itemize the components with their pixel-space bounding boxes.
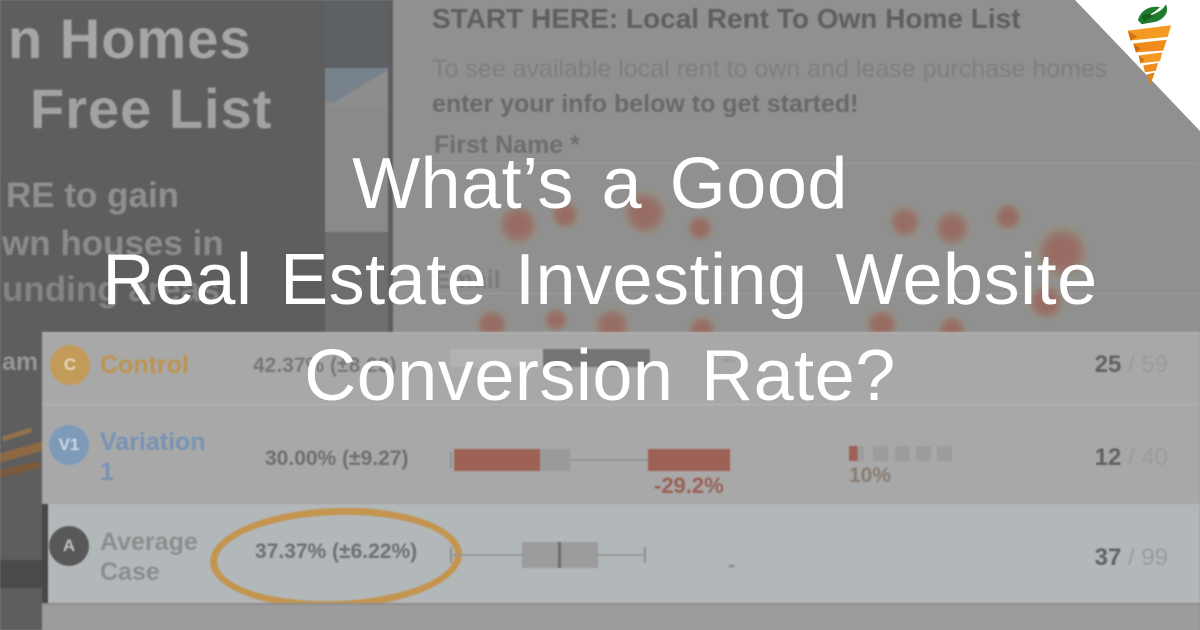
heatmap-blob <box>623 191 667 235</box>
whisker-line <box>570 459 648 461</box>
row-name-control: Control <box>100 351 189 379</box>
title-line-1: What’s a Good <box>352 144 848 224</box>
row-divider <box>42 404 1200 405</box>
dark-corner-block <box>0 560 43 588</box>
heatmap-blob <box>476 309 508 332</box>
heatmap-blob <box>551 201 579 229</box>
house-roof-shape <box>325 70 388 108</box>
email-field-label: Email <box>434 266 501 294</box>
active-row-indicator <box>42 504 48 603</box>
loss-bar <box>648 449 730 471</box>
whisker-tick <box>450 547 452 563</box>
table-bottom-strip <box>42 603 1200 630</box>
confidence-interval-bar <box>450 349 543 367</box>
variation-badge: V1 <box>49 425 89 465</box>
input-field-line <box>432 293 1200 294</box>
left-site-text: RE to gain <box>6 176 180 215</box>
confidence-interval-bar <box>543 349 650 367</box>
whisker-tick <box>644 547 646 563</box>
improvement-value: -29.2% <box>654 473 724 498</box>
heatmap-blob <box>687 215 713 241</box>
row-name-average: Average Case <box>100 528 198 586</box>
road-photo-streak <box>0 441 47 464</box>
left-site-headline: n Homes <box>8 7 252 70</box>
control-badge: C <box>50 345 90 385</box>
row-name-variation: Variation 1 <box>100 428 206 486</box>
chance-to-win-value: 10% <box>849 464 892 487</box>
chance-segment <box>873 446 888 461</box>
row-divider <box>42 504 1200 505</box>
form-screenshot: START HERE: Local Rent To Own Home List … <box>393 0 1200 332</box>
heatmap-blob <box>866 309 898 332</box>
empty-value-dash: - <box>728 552 736 577</box>
variation-conversion-rate: 30.00% (±9.27) <box>265 447 409 470</box>
control-conversions: 25 / 59 <box>1094 351 1168 378</box>
page-title: What’s a Good Real Estate Investing Webs… <box>0 136 1200 424</box>
highlighted-row-background <box>42 504 1200 603</box>
input-field-line <box>432 163 1200 164</box>
title-line-2: Real Estate Investing Website <box>102 240 1098 320</box>
control-conversion-rate: 42.37% (±8.23) <box>253 354 397 377</box>
variation-conversions: 12 / 40 <box>1094 444 1168 471</box>
heatmap-blob <box>594 308 630 332</box>
form-intro-text: To see available local rent to own and l… <box>432 55 1108 83</box>
heatmap-blob <box>934 210 970 246</box>
heatmap-blob <box>544 308 568 332</box>
heatmap-blob <box>498 205 538 245</box>
left-site-headline: Free List <box>30 77 273 140</box>
empty-value-dash <box>723 359 735 362</box>
average-conversions: 37 / 99 <box>1094 544 1168 571</box>
whisker-tick <box>450 452 452 468</box>
heatmap-blob <box>1036 226 1088 278</box>
loss-bar <box>454 449 540 471</box>
form-heading: START HERE: Local Rent To Own Home List <box>432 3 1021 34</box>
chance-segment <box>916 446 931 461</box>
left-site-text: unding areas <box>2 270 220 309</box>
chance-segment <box>895 446 910 461</box>
whisker-line <box>452 554 522 556</box>
average-conversion-rate: 37.37% (±6.22%) <box>255 540 418 563</box>
title-line-3: Conversion Rate? <box>304 336 896 416</box>
left-site-text: wn houses in <box>2 224 224 263</box>
chance-segment <box>849 446 864 461</box>
confidence-interval-bar <box>540 449 570 471</box>
average-badge: A <box>49 526 89 566</box>
form-intro-bold-text: enter your info below to get started! <box>432 90 859 118</box>
chance-segment <box>937 446 952 461</box>
median-line <box>558 542 561 568</box>
heatmap-blob <box>1028 284 1064 320</box>
heatmap-blob <box>994 203 1022 231</box>
heatmap-blob <box>688 316 716 332</box>
heatmap-blob <box>938 316 966 332</box>
road-photo-streak <box>1 427 33 442</box>
ab-test-results-table: C Control 42.37% (±8.23) 25 / 59 V1 Vari… <box>42 332 1200 630</box>
first-name-field-label: First Name * <box>434 131 580 159</box>
carrot-icon <box>1127 4 1172 85</box>
road-photo-streak <box>0 460 41 479</box>
heatmap-blob <box>889 206 921 238</box>
whisker-line <box>598 554 645 556</box>
